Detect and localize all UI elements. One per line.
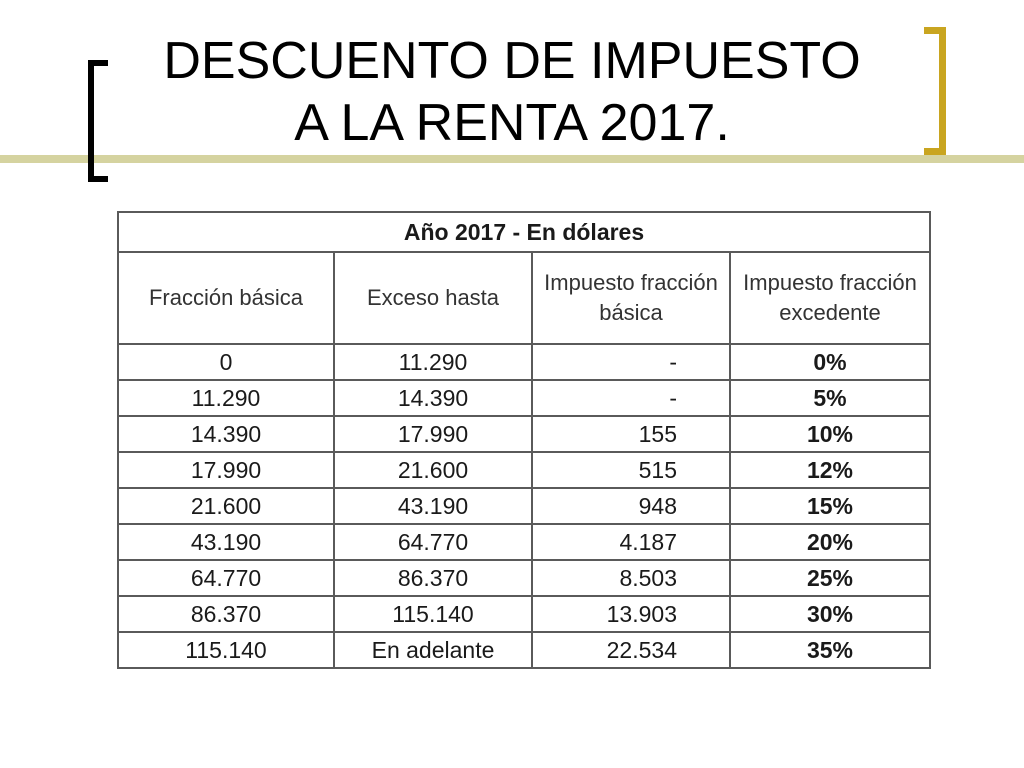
cell-impuesto-fraccion-excedente: 20% (729, 523, 931, 561)
table-row: 115.140 En adelante 22.534 35% (117, 631, 931, 669)
cell-fraccion-basica: 21.600 (117, 487, 335, 525)
cell-exceso-hasta: 115.140 (333, 595, 533, 633)
cell-fraccion-basica: 0 (117, 343, 335, 381)
header-exceso-hasta: Exceso hasta (333, 251, 533, 345)
cell-exceso-hasta: 43.190 (333, 487, 533, 525)
table-caption: Año 2017 - En dólares (117, 211, 931, 253)
left-bracket-decoration (88, 60, 108, 182)
table-caption-row: Año 2017 - En dólares (117, 211, 931, 253)
cell-impuesto-fraccion-excedente: 0% (729, 343, 931, 381)
cell-exceso-hasta: 17.990 (333, 415, 533, 453)
slide-title: DESCUENTO DE IMPUESTO A LA RENTA 2017. (108, 30, 916, 154)
cell-impuesto-fraccion-excedente: 35% (729, 631, 931, 669)
cell-impuesto-fraccion-basica: 4.187 (531, 523, 731, 561)
cell-impuesto-fraccion-excedente: 30% (729, 595, 931, 633)
header-fraccion-basica: Fracción básica (117, 251, 335, 345)
cell-impuesto-fraccion-excedente: 12% (729, 451, 931, 489)
cell-impuesto-fraccion-basica: 515 (531, 451, 731, 489)
cell-exceso-hasta: 64.770 (333, 523, 533, 561)
cell-fraccion-basica: 11.290 (117, 379, 335, 417)
cell-impuesto-fraccion-basica: 8.503 (531, 559, 731, 597)
cell-exceso-hasta: En adelante (333, 631, 533, 669)
table-row: 14.390 17.990 155 10% (117, 415, 931, 453)
header-impuesto-fraccion-basica: Impuesto fracción básica (531, 251, 731, 345)
cell-impuesto-fraccion-basica: - (531, 343, 731, 381)
cell-impuesto-fraccion-basica: 948 (531, 487, 731, 525)
cell-impuesto-fraccion-excedente: 25% (729, 559, 931, 597)
cell-impuesto-fraccion-basica: - (531, 379, 731, 417)
table-row: 86.370 115.140 13.903 30% (117, 595, 931, 633)
cell-fraccion-basica: 43.190 (117, 523, 335, 561)
slide-title-line-1: DESCUENTO DE IMPUESTO (163, 32, 861, 90)
table-row: 11.290 14.390 - 5% (117, 379, 931, 417)
cell-fraccion-basica: 14.390 (117, 415, 335, 453)
cell-impuesto-fraccion-basica: 155 (531, 415, 731, 453)
table-row: 17.990 21.600 515 12% (117, 451, 931, 489)
cell-exceso-hasta: 86.370 (333, 559, 533, 597)
cell-impuesto-fraccion-excedente: 10% (729, 415, 931, 453)
income-tax-table: Año 2017 - En dólares Fracción básica Ex… (117, 211, 931, 669)
title-accent-line (0, 155, 1024, 163)
cell-impuesto-fraccion-excedente: 15% (729, 487, 931, 525)
cell-impuesto-fraccion-excedente: 5% (729, 379, 931, 417)
cell-fraccion-basica: 17.990 (117, 451, 335, 489)
slide-title-line-2: A LA RENTA 2017. (294, 94, 730, 152)
table-row: 43.190 64.770 4.187 20% (117, 523, 931, 561)
right-bracket-decoration (924, 27, 946, 155)
cell-fraccion-basica: 64.770 (117, 559, 335, 597)
cell-fraccion-basica: 86.370 (117, 595, 335, 633)
cell-exceso-hasta: 21.600 (333, 451, 533, 489)
cell-exceso-hasta: 11.290 (333, 343, 533, 381)
table-row: 64.770 86.370 8.503 25% (117, 559, 931, 597)
cell-impuesto-fraccion-basica: 13.903 (531, 595, 731, 633)
cell-impuesto-fraccion-basica: 22.534 (531, 631, 731, 669)
cell-exceso-hasta: 14.390 (333, 379, 533, 417)
cell-fraccion-basica: 115.140 (117, 631, 335, 669)
table-row: 21.600 43.190 948 15% (117, 487, 931, 525)
header-impuesto-fraccion-excedente: Impuesto fracción excedente (729, 251, 931, 345)
table-header-row: Fracción básica Exceso hasta Impuesto fr… (117, 251, 931, 345)
table-row: 0 11.290 - 0% (117, 343, 931, 381)
